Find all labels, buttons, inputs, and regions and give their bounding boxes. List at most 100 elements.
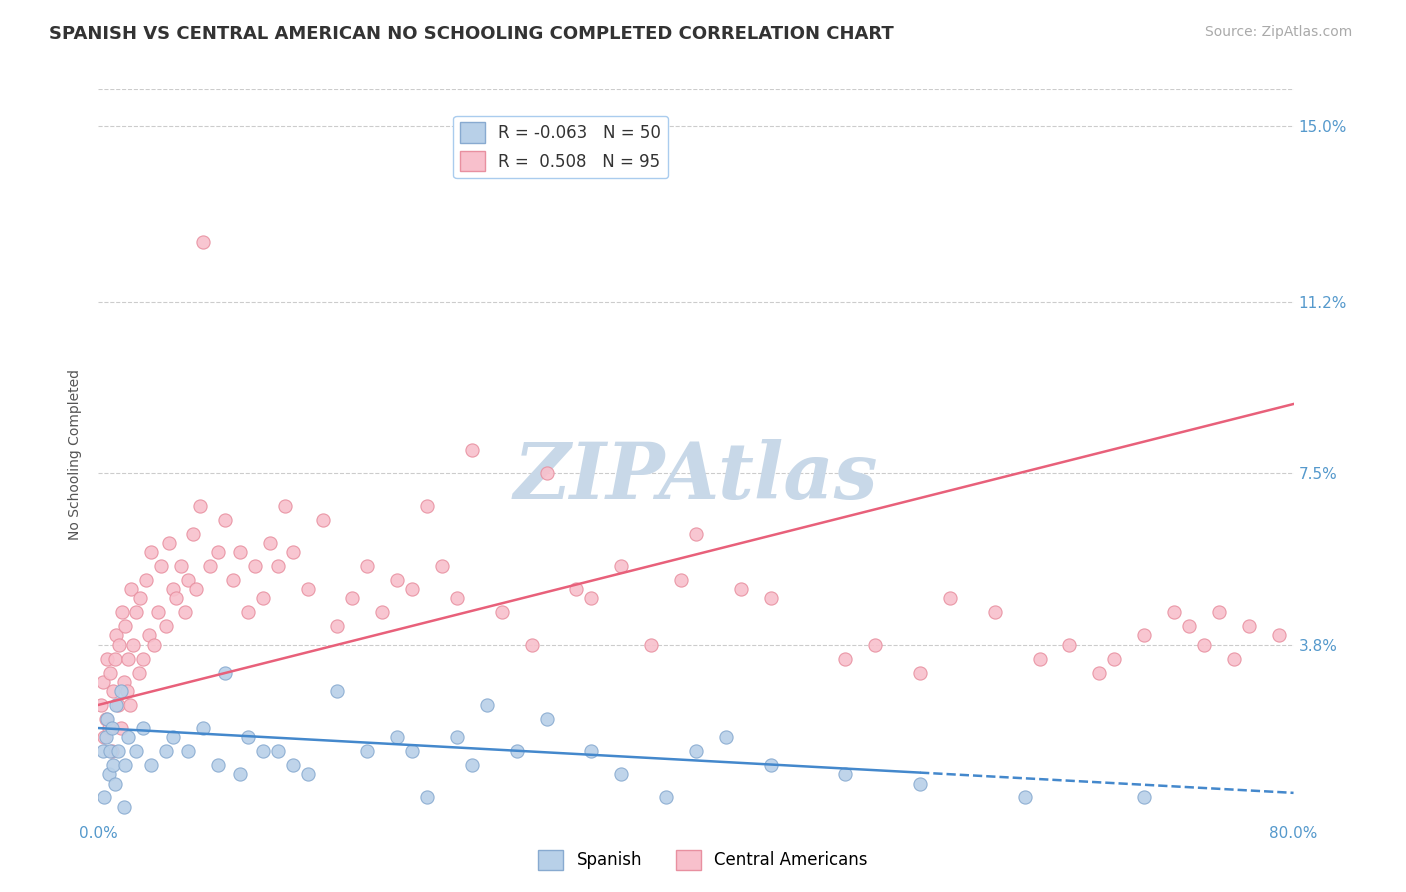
Point — [128, 665, 150, 680]
Point — [155, 619, 177, 633]
Point — [610, 559, 633, 574]
Point — [326, 619, 349, 633]
Point — [125, 744, 148, 758]
Point — [132, 651, 155, 665]
Point — [401, 744, 423, 758]
Point — [1192, 638, 1215, 652]
Point — [107, 744, 129, 758]
Point — [326, 684, 349, 698]
Point — [640, 638, 662, 652]
Point — [274, 499, 297, 513]
Point — [536, 467, 558, 481]
Point — [1163, 605, 1185, 619]
Point — [117, 651, 139, 665]
Point — [401, 582, 423, 597]
Point — [229, 767, 252, 781]
Point — [101, 744, 124, 758]
Point — [120, 582, 142, 597]
Point — [132, 721, 155, 735]
Point — [491, 605, 513, 619]
Point — [105, 628, 128, 642]
Point — [112, 674, 135, 689]
Point — [91, 674, 114, 689]
Point — [94, 712, 117, 726]
Point — [446, 731, 468, 745]
Point — [834, 651, 856, 665]
Point — [142, 638, 165, 652]
Point — [1028, 651, 1050, 665]
Point — [267, 559, 290, 574]
Point — [97, 721, 120, 735]
Point — [685, 744, 707, 758]
Point — [267, 744, 290, 758]
Text: SPANISH VS CENTRAL AMERICAN NO SCHOOLING COMPLETED CORRELATION CHART: SPANISH VS CENTRAL AMERICAN NO SCHOOLING… — [49, 25, 894, 43]
Point — [1237, 619, 1260, 633]
Point — [138, 628, 160, 642]
Point — [1014, 790, 1036, 805]
Point — [281, 758, 304, 772]
Point — [169, 559, 191, 574]
Point — [416, 499, 439, 513]
Point — [865, 638, 887, 652]
Point — [150, 559, 173, 574]
Legend: Spanish, Central Americans: Spanish, Central Americans — [531, 843, 875, 877]
Point — [94, 731, 117, 745]
Point — [191, 721, 214, 735]
Point — [984, 605, 1007, 619]
Point — [908, 665, 931, 680]
Point — [252, 744, 274, 758]
Point — [107, 698, 129, 712]
Point — [207, 758, 229, 772]
Point — [475, 698, 498, 712]
Point — [714, 731, 737, 745]
Point — [103, 758, 125, 772]
Point — [669, 573, 692, 587]
Point — [184, 582, 207, 597]
Point — [135, 573, 157, 587]
Point — [834, 767, 856, 781]
Point — [162, 582, 184, 597]
Point — [610, 767, 633, 781]
Point — [730, 582, 752, 597]
Point — [96, 651, 118, 665]
Point — [148, 605, 170, 619]
Point — [103, 684, 125, 698]
Point — [214, 513, 236, 527]
Point — [96, 712, 118, 726]
Point — [1088, 665, 1111, 680]
Point — [1104, 651, 1126, 665]
Point — [245, 559, 267, 574]
Point — [93, 790, 115, 805]
Point — [90, 698, 112, 712]
Point — [114, 619, 136, 633]
Point — [129, 591, 152, 606]
Point — [214, 665, 236, 680]
Point — [191, 235, 214, 249]
Point — [506, 744, 529, 758]
Point — [112, 799, 135, 814]
Point — [1208, 605, 1230, 619]
Point — [311, 513, 333, 527]
Point — [98, 665, 122, 680]
Point — [114, 758, 136, 772]
Point — [104, 776, 127, 790]
Point — [139, 545, 162, 559]
Point — [297, 582, 319, 597]
Point — [297, 767, 319, 781]
Point — [108, 638, 131, 652]
Point — [1223, 651, 1246, 665]
Point — [165, 591, 187, 606]
Point — [1178, 619, 1201, 633]
Point — [1133, 628, 1156, 642]
Point — [181, 526, 204, 541]
Point — [207, 545, 229, 559]
Point — [98, 744, 122, 758]
Point — [446, 591, 468, 606]
Point — [236, 731, 259, 745]
Text: Source: ZipAtlas.com: Source: ZipAtlas.com — [1205, 25, 1353, 39]
Point — [259, 536, 281, 550]
Point — [93, 731, 115, 745]
Point — [188, 499, 211, 513]
Point — [939, 591, 962, 606]
Point — [385, 731, 409, 745]
